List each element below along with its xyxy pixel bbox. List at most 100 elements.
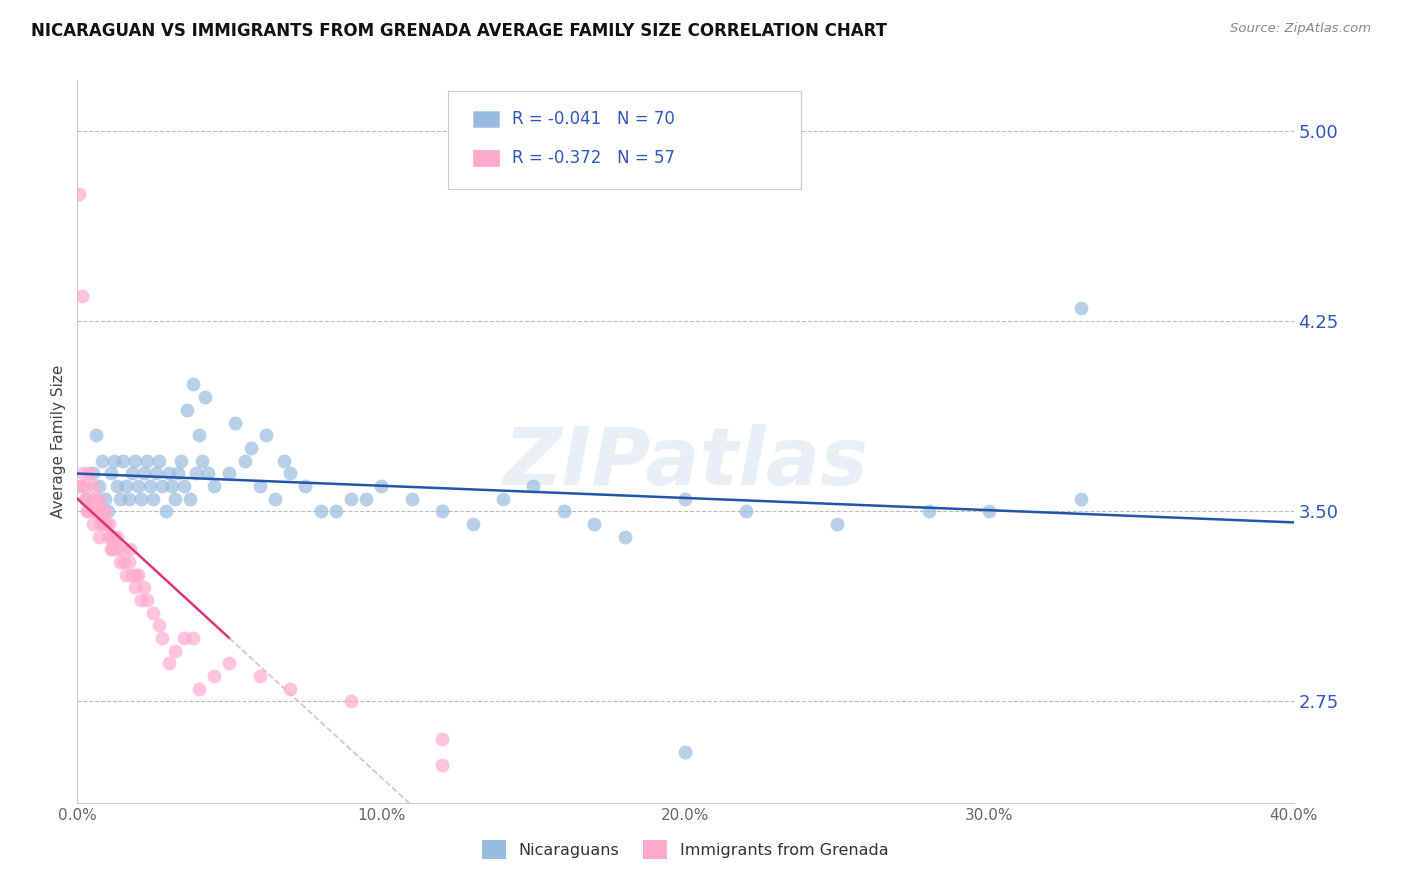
Point bbox=[111, 453, 134, 467]
Point bbox=[264, 491, 287, 506]
Point bbox=[101, 542, 124, 557]
Point bbox=[90, 504, 112, 518]
Point bbox=[340, 491, 363, 506]
Point bbox=[278, 467, 301, 481]
Point bbox=[145, 467, 167, 481]
Point bbox=[148, 453, 170, 467]
Point bbox=[83, 504, 105, 518]
Point bbox=[163, 491, 186, 506]
Point bbox=[188, 428, 211, 442]
Point bbox=[97, 530, 120, 544]
Point bbox=[522, 479, 544, 493]
Point bbox=[93, 491, 115, 506]
Point bbox=[675, 745, 697, 759]
Point bbox=[218, 467, 240, 481]
Point bbox=[224, 416, 246, 430]
Point bbox=[979, 504, 1001, 518]
Point bbox=[553, 504, 575, 518]
Point bbox=[103, 530, 125, 544]
FancyBboxPatch shape bbox=[449, 91, 801, 189]
Point bbox=[583, 516, 606, 531]
Point bbox=[202, 669, 225, 683]
Text: R = -0.372   N = 57: R = -0.372 N = 57 bbox=[512, 149, 675, 167]
Point bbox=[173, 631, 195, 645]
Point bbox=[124, 580, 146, 594]
Point bbox=[249, 479, 271, 493]
Point bbox=[340, 694, 363, 708]
Point bbox=[108, 555, 131, 569]
Point bbox=[72, 467, 94, 481]
Point bbox=[613, 530, 636, 544]
Point bbox=[98, 516, 121, 531]
Point bbox=[273, 453, 295, 467]
Point bbox=[134, 467, 156, 481]
Point bbox=[254, 428, 277, 442]
Point bbox=[194, 390, 217, 404]
Point bbox=[918, 504, 941, 518]
Point bbox=[82, 467, 104, 481]
Point bbox=[179, 491, 201, 506]
Point bbox=[139, 479, 162, 493]
Point bbox=[84, 428, 107, 442]
Point bbox=[97, 504, 120, 518]
Point bbox=[136, 593, 159, 607]
Point bbox=[100, 530, 122, 544]
Point bbox=[184, 467, 207, 481]
Point bbox=[96, 516, 118, 531]
Point bbox=[79, 467, 101, 481]
Point bbox=[124, 453, 146, 467]
Point bbox=[107, 530, 129, 544]
Point bbox=[87, 479, 110, 493]
Point bbox=[127, 479, 149, 493]
Point bbox=[181, 377, 204, 392]
Point bbox=[197, 467, 219, 481]
Point bbox=[430, 504, 453, 518]
Point bbox=[103, 453, 125, 467]
Legend: Nicaraguans, Immigrants from Grenada: Nicaraguans, Immigrants from Grenada bbox=[474, 831, 897, 867]
Point bbox=[163, 643, 186, 657]
Point bbox=[492, 491, 515, 506]
Point bbox=[325, 504, 347, 518]
Point bbox=[155, 504, 177, 518]
Point bbox=[80, 491, 103, 506]
Point bbox=[105, 542, 128, 557]
Point bbox=[67, 187, 90, 202]
Point bbox=[735, 504, 758, 518]
Point bbox=[191, 453, 214, 467]
Text: R = -0.041   N = 70: R = -0.041 N = 70 bbox=[512, 110, 675, 128]
Point bbox=[90, 453, 112, 467]
Point bbox=[115, 479, 138, 493]
Point bbox=[827, 516, 849, 531]
Text: Source: ZipAtlas.com: Source: ZipAtlas.com bbox=[1230, 22, 1371, 36]
Point bbox=[152, 479, 174, 493]
Point bbox=[93, 504, 115, 518]
Point bbox=[354, 491, 377, 506]
Point bbox=[675, 491, 697, 506]
Point bbox=[239, 441, 262, 455]
Point bbox=[148, 618, 170, 632]
Text: NICARAGUAN VS IMMIGRANTS FROM GRENADA AVERAGE FAMILY SIZE CORRELATION CHART: NICARAGUAN VS IMMIGRANTS FROM GRENADA AV… bbox=[31, 22, 887, 40]
Point bbox=[157, 657, 180, 671]
Point bbox=[76, 504, 98, 518]
Point bbox=[73, 491, 96, 506]
Point bbox=[105, 479, 128, 493]
Point bbox=[176, 402, 198, 417]
Point bbox=[118, 491, 141, 506]
Point bbox=[77, 504, 100, 518]
Point bbox=[69, 479, 91, 493]
Point bbox=[166, 467, 188, 481]
Point bbox=[108, 491, 131, 506]
Point bbox=[134, 580, 156, 594]
Point bbox=[233, 453, 256, 467]
Y-axis label: Average Family Size: Average Family Size bbox=[51, 365, 66, 518]
Point bbox=[370, 479, 392, 493]
Point bbox=[75, 479, 97, 493]
Point bbox=[115, 567, 138, 582]
Point bbox=[118, 542, 141, 557]
FancyBboxPatch shape bbox=[472, 111, 499, 127]
Point bbox=[125, 567, 148, 582]
Point bbox=[152, 631, 174, 645]
Point bbox=[127, 567, 149, 582]
Point bbox=[112, 555, 135, 569]
FancyBboxPatch shape bbox=[472, 150, 499, 166]
